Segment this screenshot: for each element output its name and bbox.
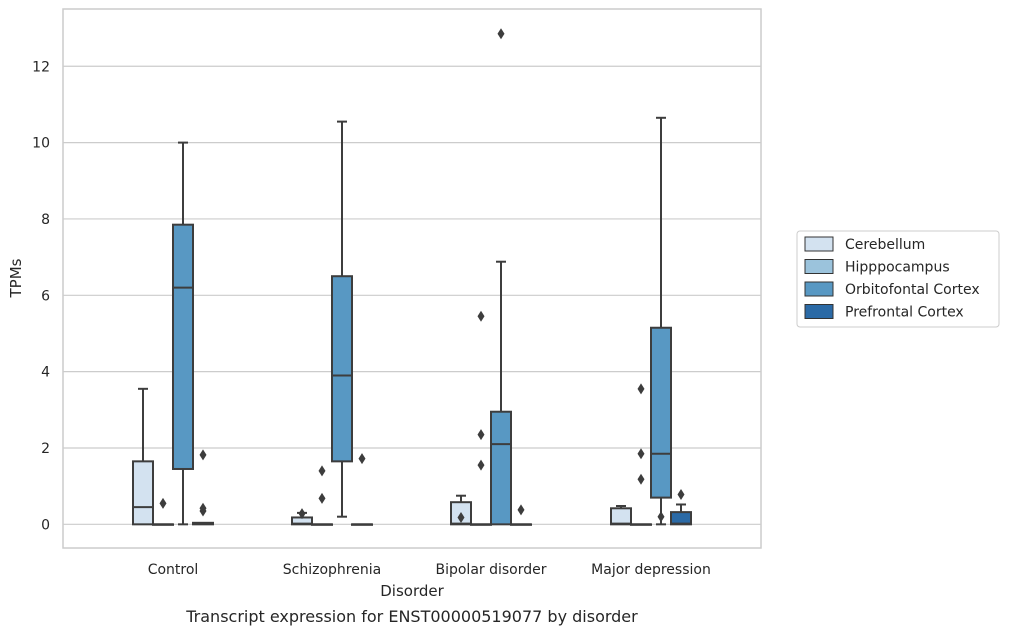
box-orbitofontal-cortex-3 xyxy=(650,116,672,526)
outlier-point xyxy=(318,492,326,504)
box-iqr xyxy=(610,507,632,526)
box-prefrontal-cortex-1 xyxy=(351,523,373,526)
x-tick-label: Major depression xyxy=(591,562,711,578)
x-tick-label: Control xyxy=(148,562,199,578)
outlier-point xyxy=(477,429,485,441)
outlier-point xyxy=(477,310,485,322)
chart-caption: Transcript expression for ENST0000051907… xyxy=(185,607,638,626)
legend-swatch xyxy=(804,304,834,319)
box-prefrontal-cortex-3 xyxy=(670,503,692,526)
y-tick-label: 6 xyxy=(41,288,50,304)
x-tick-label: Schizophrenia xyxy=(283,562,381,578)
legend-label: Prefrontal Cortex xyxy=(845,305,964,321)
legend-item-cerebellum: Cerebellum xyxy=(804,236,925,253)
legend-swatch xyxy=(804,259,834,274)
y-tick-label: 12 xyxy=(32,59,50,75)
y-tick-label: 10 xyxy=(32,136,50,152)
y-tick-labels: 0 2 4 6 8 10 12 xyxy=(32,59,50,533)
box-hipppocampus-2 xyxy=(470,523,492,526)
outlier-point xyxy=(318,465,326,477)
outlier-point xyxy=(637,383,645,395)
legend-swatch xyxy=(804,236,834,252)
outlier-points xyxy=(159,28,685,523)
box-hipppocampus-1 xyxy=(311,523,333,526)
outlier-point xyxy=(159,497,167,509)
box-hipppocampus-3 xyxy=(630,523,652,526)
outlier-point xyxy=(199,449,207,461)
box-iqr xyxy=(490,410,512,526)
y-tick-label: 8 xyxy=(41,212,50,228)
outlier-point xyxy=(477,459,485,471)
legend-swatch xyxy=(804,281,834,297)
y-tick-label: 0 xyxy=(41,517,50,533)
box-hipppocampus-0 xyxy=(152,523,174,526)
legend-label: Orbitofontal Cortex xyxy=(845,282,980,298)
box-cerebellum-0 xyxy=(132,387,154,526)
legend-item-orbitofontal-cortex: Orbitofontal Cortex xyxy=(804,281,980,298)
outlier-point xyxy=(677,489,685,501)
outlier-point xyxy=(199,502,207,514)
box-iqr xyxy=(650,326,672,499)
y-tick-label: 4 xyxy=(41,365,50,381)
box-prefrontal-cortex-2 xyxy=(510,523,532,526)
outlier-point xyxy=(497,28,505,40)
legend-label: Cerebellum xyxy=(845,237,925,253)
box-orbitofontal-cortex-2 xyxy=(490,260,512,526)
outlier-point xyxy=(457,511,465,523)
box-cerebellum-3 xyxy=(610,505,632,526)
box-orbitofontal-cortex-1 xyxy=(331,120,353,518)
legend: Cerebellum Hipppocampus Orbitofontal Corte… xyxy=(796,230,1000,328)
outlier-point xyxy=(517,504,525,516)
outlier-point xyxy=(657,511,665,523)
box-prefrontal-cortex-0 xyxy=(192,521,214,526)
outlier-point xyxy=(637,448,645,460)
outlier-point xyxy=(637,473,645,485)
box-iqr xyxy=(331,275,353,463)
legend-item-prefrontal-cortex: Prefrontal Cortex xyxy=(804,304,964,321)
box-iqr xyxy=(670,511,692,526)
y-axis-title: TPMs xyxy=(7,258,25,298)
box-iqr xyxy=(132,460,154,526)
y-tick-label: 2 xyxy=(41,441,50,457)
x-tick-labels: Control Schizophrenia Bipolar disorder Majo… xyxy=(148,562,711,578)
legend-label: Hipppocampus xyxy=(845,260,950,276)
legend-item-hipppocampus: Hipppocampus xyxy=(804,259,950,276)
legend-frame xyxy=(796,230,1000,328)
box-iqr xyxy=(172,223,194,470)
outlier-point xyxy=(358,453,366,465)
outlier-point xyxy=(298,508,306,520)
plot-frame xyxy=(62,8,762,549)
x-axis-title: Disorder xyxy=(380,582,444,600)
x-tick-label: Bipolar disorder xyxy=(435,562,546,578)
box-orbitofontal-cortex-0 xyxy=(172,141,194,526)
